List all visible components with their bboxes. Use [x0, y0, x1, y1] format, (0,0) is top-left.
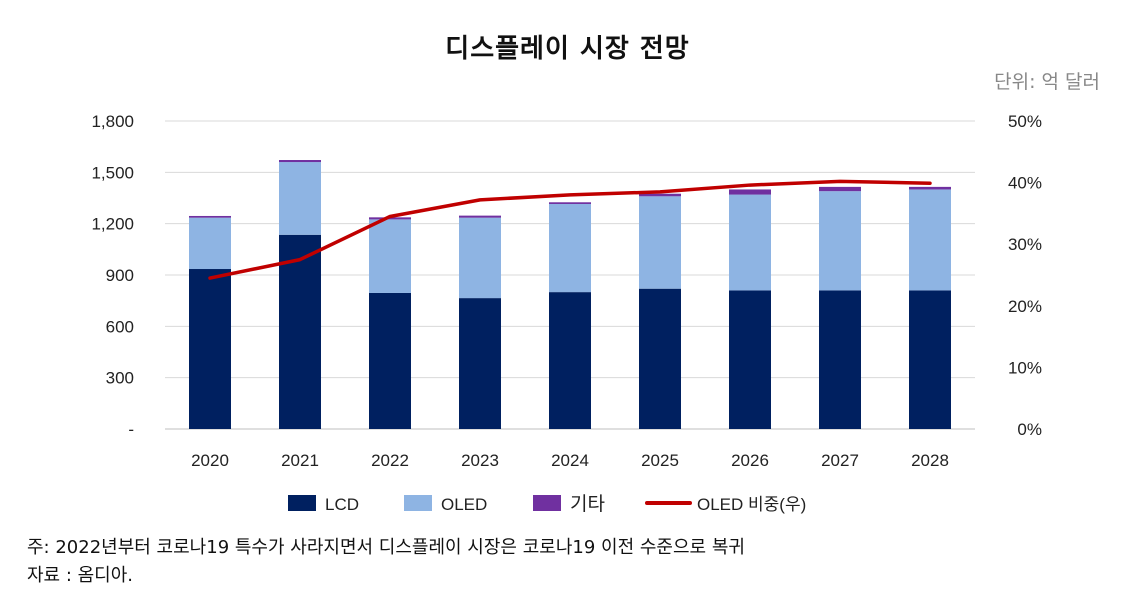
- legend-label: LCD: [325, 495, 359, 514]
- bar-기타: [729, 189, 771, 195]
- x-tick-label: 2021: [281, 451, 319, 470]
- bar-series: [189, 160, 951, 429]
- y-tick-label: 900: [106, 266, 134, 285]
- bar-oled: [909, 189, 951, 291]
- y2-tick-label: 0%: [1017, 420, 1042, 439]
- bar-lcd: [189, 269, 231, 429]
- x-tick-label: 2024: [551, 451, 589, 470]
- x-tick-label: 2027: [821, 451, 859, 470]
- bar-lcd: [279, 234, 321, 429]
- bar-oled: [369, 219, 411, 293]
- y-tick-label: 1,800: [91, 112, 134, 131]
- x-tick-label: 2022: [371, 451, 409, 470]
- source-note: 자료 : 옴디아.: [27, 565, 134, 586]
- bar-기타: [279, 160, 321, 163]
- bar-기타: [189, 215, 231, 218]
- bar-oled: [189, 217, 231, 270]
- legend-swatch: [288, 495, 316, 511]
- bar-oled: [729, 194, 771, 291]
- x-tick-label: 2028: [911, 451, 949, 470]
- bar-기타: [639, 193, 681, 197]
- y-tick-label: 1,200: [91, 215, 134, 234]
- y2-tick-label: 20%: [1008, 297, 1042, 316]
- bar-oled: [549, 203, 591, 293]
- bar-lcd: [459, 298, 501, 429]
- bar-기타: [819, 186, 861, 192]
- y-tick-label: 600: [106, 317, 134, 336]
- bar-oled: [279, 162, 321, 235]
- bar-lcd: [549, 292, 591, 429]
- bar-기타: [549, 202, 591, 204]
- legend-label: OLED 비중(우): [697, 495, 806, 514]
- x-tick-label: 2026: [731, 451, 769, 470]
- bar-lcd: [729, 290, 771, 429]
- line-oled-share: [208, 179, 932, 280]
- y2-tick-label: 40%: [1008, 174, 1042, 193]
- y-tick-label: 300: [106, 369, 134, 388]
- y2-tick-label: 50%: [1008, 112, 1042, 131]
- footnote: 주: 2022년부터 코로나19 특수가 사라지면서 디스플레이 시장은 코로나…: [27, 537, 745, 558]
- unit-label: 단위: 억 달러: [994, 71, 1100, 93]
- bar-기타: [459, 215, 501, 218]
- x-tick-label: 2025: [641, 451, 679, 470]
- bar-oled: [639, 196, 681, 289]
- legend: LCD OLED 기타 OLED 비중(우): [288, 493, 806, 515]
- legend-label: 기타: [570, 493, 605, 515]
- y2-tick-label: 10%: [1008, 358, 1042, 377]
- y-tick-label: -: [128, 420, 134, 439]
- line-series: [208, 179, 932, 280]
- y2-tick-label: 30%: [1008, 235, 1042, 254]
- x-tick-label: 2020: [191, 451, 229, 470]
- bar-lcd: [819, 290, 861, 429]
- bar-lcd: [639, 288, 681, 429]
- legend-label: OLED: [441, 495, 487, 514]
- legend-swatch: [404, 495, 432, 511]
- bar-oled: [459, 217, 501, 299]
- bar-기타: [909, 186, 951, 190]
- chart-title: 디스플레이 시장 전망: [445, 34, 690, 64]
- bar-lcd: [369, 292, 411, 429]
- axis-labels: - 300 600 900 1,200 1,500 1,800 0% 10% 20% 30% 40% 5…: [91, 112, 1042, 470]
- legend-swatch: [533, 495, 561, 511]
- x-tick-label: 2023: [461, 451, 499, 470]
- bar-lcd: [909, 290, 951, 429]
- bar-oled: [819, 191, 861, 291]
- y-tick-label: 1,500: [91, 163, 134, 182]
